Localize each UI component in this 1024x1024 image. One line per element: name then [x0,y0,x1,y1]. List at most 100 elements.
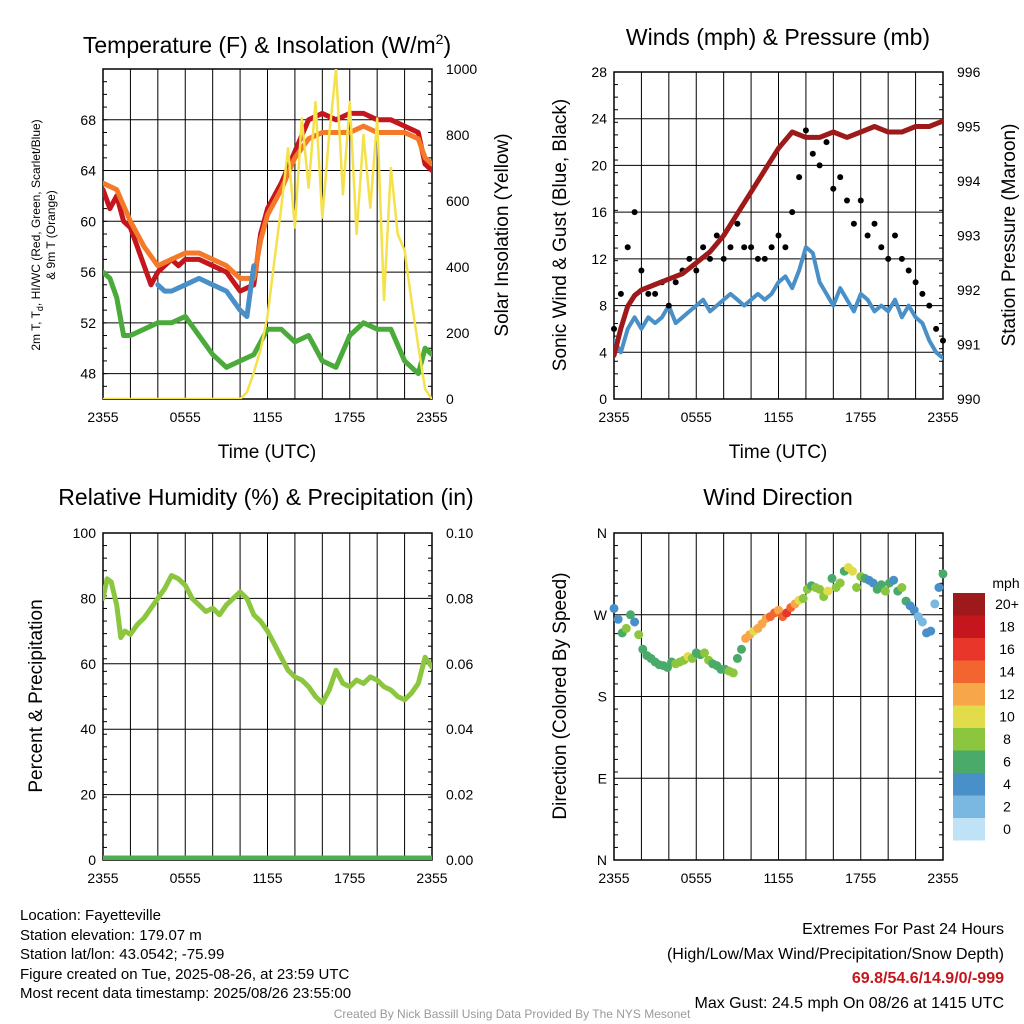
direction-point [798,593,808,603]
wind-gust-point [638,267,645,274]
temp-y-tick-label: 56 [80,264,96,280]
temp-y-tick-label: 64 [80,163,96,179]
rh-y-tick-label: 0 [88,852,96,868]
wind-y-label: Sonic Wind & Gust (Blue, Black) [550,99,571,371]
speed-legend-label: 20+ [995,596,1019,612]
temp-x-tick-label: 2355 [416,409,447,425]
rh-x-tick-label: 2355 [87,870,118,886]
rh-y-tick-label: 40 [80,721,96,737]
temp-y2-tick-label: 800 [446,127,470,143]
wind-gust-point [645,290,652,297]
wind-gust-point [802,127,809,134]
rh-y2-tick-label: 0.10 [446,525,473,541]
direction-point [848,566,857,576]
temp-y-tick-label: 48 [80,366,96,382]
direction-point [774,605,783,615]
wind-gust-point [864,232,871,239]
wind-y2-label: Station Pressure (Maroon) [999,124,1020,347]
wind-frame [613,71,944,400]
rh-x-tick-label: 1155 [252,870,282,886]
direction-point [823,586,833,596]
station-info: Location: Fayetteville Station elevation… [20,906,351,1004]
extremes-values: 69.8/54.6/14.9/0/-999 [851,970,1004,987]
temp-y-tick-label: 68 [80,112,96,128]
wind-y2-tick-label: 990 [957,391,981,407]
speed-legend-swatch [953,773,985,796]
location-text: Location: Fayetteville [20,907,161,924]
direction-point [934,583,944,592]
direction-point [835,578,845,588]
wind-gust-point [693,267,700,274]
temp-y2-tick-label: 400 [446,259,470,275]
wind-gust-point [844,197,850,204]
wind-gust-point [933,325,940,332]
wind-gust-point [727,244,734,251]
direction-point [728,668,738,678]
wind-gust-point [700,244,707,251]
speed-legend-swatch [953,728,985,751]
wind-x-tick-label: 1155 [763,409,793,425]
dir-y-tick-label: S [598,689,607,705]
speed-legend-label: 4 [1003,776,1011,792]
wind-y-tick-label: 12 [591,251,607,267]
dir-y-tick-label: N [597,852,607,868]
speed-legend-label: 6 [1003,754,1011,770]
created-text: Figure created on Tue, 2025-08-26, at 23… [20,965,350,983]
wind-gust-point [611,325,617,332]
rh-y2-tick-label: 0.06 [446,656,473,672]
direction-point [737,644,746,654]
wind-y2-tick-label: 991 [957,337,981,353]
temp-y-tick-label: 60 [80,213,96,229]
dir-frame [613,532,944,861]
rh-y2-tick-label: 0.08 [446,590,473,606]
wind-gust-point [768,244,775,251]
wind-gust-point [850,220,857,227]
dir-x-tick-label: 2355 [927,870,958,886]
speed-legend-swatch [953,818,985,841]
wind-y-tick-label: 24 [591,111,607,127]
direction-point [827,573,837,583]
recent-text: Most recent data timestamp: 2025/08/26 2… [20,985,352,1003]
speed-legend-title: mph [992,575,1019,591]
wind-gust-point [905,267,912,274]
direction-point [815,584,825,594]
wind-gust-point [857,197,864,204]
speed-legend-label: 2 [1003,799,1011,815]
temp-series-insolation [103,69,432,399]
wind-gust-point [761,255,768,262]
direction-point [909,605,919,615]
extremes-subtitle: (High/Low/Max Wind/Precipitation/Snow De… [666,945,1004,963]
temp-x-tick-label: 1155 [252,409,282,425]
speed-legend-label: 18 [999,619,1015,635]
wind-gust-point [809,150,816,157]
temp-plot: 2355 0555 1155 1755 2355 48 52 56 60 64 68 0 200 400 6… [80,61,477,425]
wind-gust-point [665,302,672,309]
temp-y-tick-label: 52 [80,315,96,331]
temp-x-label: Time (UTC) [218,442,317,463]
wind-x-tick-label: 2355 [598,409,629,425]
wind-gust-point [652,290,659,297]
speed-legend-swatch [953,705,985,728]
direction-point [917,617,927,627]
wind-y-tick-label: 0 [599,391,607,407]
direction-point [930,599,940,609]
direction-point [630,617,640,627]
direction-point [621,623,631,633]
latlon-text: Station lat/lon: 43.0542; -75.99 [20,946,225,964]
wind-gust-point [885,255,892,262]
temp-y-label: 2m T, Td, HI/WC (Red, Green, Scarlet/Blu… [29,119,45,350]
wind-gust-point [940,337,946,344]
temp-y2-tick-label: 600 [446,193,470,209]
temp-series-2m-t [103,110,432,294]
rh-y2-tick-label: 0.02 [446,787,473,803]
dir-x-tick-label: 2355 [598,870,629,886]
plot-layer: 2355 0555 1155 1755 235548525660646802004006… [73,61,1019,886]
wind-gust-point [816,162,823,169]
temp-y2-tick-label: 0 [446,391,454,407]
wind-gust-point [892,232,898,239]
wind-gust-point [837,174,844,181]
wind-x-tick-label: 0555 [681,409,712,425]
wind-gust-point [624,244,631,251]
rh-x-tick-label: 2355 [416,870,447,886]
wind-y2-tick-label: 993 [957,228,981,244]
